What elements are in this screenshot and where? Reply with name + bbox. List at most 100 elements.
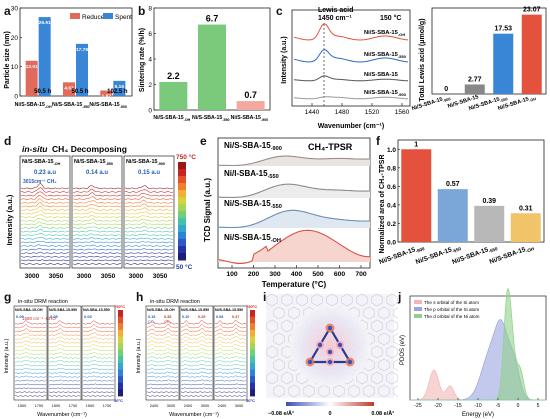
d-spectrum-line [124, 259, 174, 262]
d-spectrum-line [124, 225, 173, 229]
i-atom [347, 359, 353, 365]
e-xtick-label: 700 [355, 271, 367, 278]
e-trace-label: Ni/l-SBA-15-550 [224, 169, 279, 180]
drm-colorbar-segment [118, 336, 123, 344]
d-xtick-label: 3000 [25, 273, 40, 280]
panel-i-image: −0.08 e/Å³ 0 0.08 e/Å³ [266, 293, 398, 417]
j-legend-swatch [414, 314, 422, 318]
drm-spectrum-line [82, 360, 115, 363]
c-category-label-main: Ni/S-SBA-15 [411, 97, 443, 113]
drm-spectrum-line [14, 336, 47, 340]
drm-spectrum-line [214, 351, 246, 355]
i-lattice-ring [356, 293, 368, 307]
a-legend-reduced-swatch [70, 13, 80, 19]
drm-spectrum-line [14, 391, 47, 393]
d-xtick-label: 3050 [49, 273, 64, 280]
d-spectrum-line [124, 248, 174, 251]
d-spectrum-line [72, 252, 122, 254]
a-category-label: Ni/S-SBA-15-900 [89, 102, 127, 109]
drm-value-1: 0.15 [148, 315, 155, 319]
c-bar-ylabel: Total Lewis acid (μmol/g) [419, 18, 426, 101]
d-spectrum-line [20, 237, 70, 240]
e-frame [217, 137, 371, 269]
d-colorbar-segment [178, 218, 186, 226]
drm-spectrum-line [180, 332, 213, 336]
b-category-label: Ni/S-SBA-15-550 [192, 115, 230, 122]
d-spectrum-line [72, 230, 122, 233]
d-spectrum-line [124, 237, 174, 240]
d-spectrum-line [72, 255, 122, 258]
d-spectrum-line [124, 255, 174, 258]
c-ir-trace-label: Ni/S-SBA-15 [364, 72, 399, 78]
panel-j-chart: PDOS (eV) The s orbital of the Si atom Th… [400, 288, 547, 418]
f-bar-0 [401, 149, 432, 242]
drm-spectrum-line [146, 351, 179, 355]
drm-colorbar-segment [250, 382, 255, 390]
i-lattice-ring [363, 306, 375, 320]
d-intensity: 0.14 a.u [86, 170, 108, 176]
drm-spectrum-line [14, 344, 47, 348]
drm-spectrum-line [82, 336, 115, 340]
c-ir-xtick-label: 1480 [335, 109, 350, 116]
drm-spectrum-line [14, 324, 47, 329]
b-category-label: Ni/S-SBA-15-900 [231, 115, 269, 122]
e-trace-line [218, 183, 371, 198]
drm-colorbar-segment [118, 349, 123, 357]
b-category-label-main: Ni/S-SBA-15 [192, 115, 222, 121]
drm-subpanel-frame [145, 305, 180, 401]
c-ir-trace-label-main: Ni/S-SBA-15 [364, 30, 399, 36]
panel-h-chart: in-situ DRM reaction Intensity (a.u.) Ni… [136, 299, 257, 418]
d-spectrum-line [72, 214, 122, 218]
i-scale-right: 0.08 e/Å³ [371, 410, 394, 417]
d-spectrum-line [20, 255, 70, 258]
d-subpanel-title-main: Ni/S-SBA-15 [74, 159, 105, 165]
a-bar-spent-1 [76, 43, 88, 96]
i-lattice-ring [386, 345, 398, 359]
c-ir-xtick-label: 1560 [395, 109, 410, 116]
a-ytick-label: 10 [11, 64, 19, 71]
drm-colorbar-segment [250, 349, 255, 357]
d-subpanel-frame [71, 155, 123, 269]
drm-subpanel-frame [81, 305, 116, 401]
i-lattice-ring [273, 306, 285, 320]
d-spectrum-line [124, 215, 173, 218]
c-ir-trace-label: Ni/S-SBA-15-550 [364, 52, 407, 59]
drm-colorbar-segment [118, 376, 123, 384]
drm-spectrum-line [14, 379, 47, 382]
d-spectrum-line [20, 240, 69, 244]
c-value-label: 2.77 [468, 76, 482, 83]
b-ytick-label: 8 [148, 6, 152, 13]
a-legend-spent: Spent [115, 14, 132, 21]
d-spectrum-line [124, 233, 174, 236]
f-ytick-label: 0.0 [387, 240, 396, 247]
panel-label-b: b [138, 4, 146, 18]
drm-subpanel-title: Ni/l-SBA-15-550 [83, 308, 110, 312]
drm-spectrum-line [48, 351, 81, 355]
d-spectrum-line [124, 196, 174, 200]
drm-spectrum-line [146, 379, 179, 382]
d-spectrum-line [20, 232, 70, 236]
d-spectrum-line [124, 185, 174, 190]
drm-value: 0.05 [50, 314, 59, 319]
d-subpanel-title-sub: -900 [157, 162, 165, 166]
panel-label-f: f [376, 134, 380, 148]
f-ytick-label: 0.6 [387, 184, 396, 191]
c-ir-trace-label-sub: -550 [398, 54, 407, 59]
drm-colorbar-segment [118, 369, 123, 377]
drm-spectrum-line [180, 351, 213, 355]
b-bar-1 [198, 24, 226, 111]
d-spectrum-line [20, 187, 70, 193]
drm-subpanel-title: Ni/S-SBA-15-550 [215, 308, 243, 312]
drm-colorbar-segment [250, 362, 255, 370]
c-category-label: Ni/S-SBA-15-OH [497, 94, 537, 113]
a-category-label: Ni/S-SBA-15-OH [15, 102, 52, 109]
drm-spectrum-line [146, 323, 179, 329]
drm-spectrum-line [181, 383, 213, 386]
i-lattice-ring [281, 319, 293, 333]
j-legend-swatch [414, 307, 422, 311]
drm-spectrum-line [48, 324, 81, 329]
b-category-label-sub: -550 [222, 118, 229, 122]
e-trace-fill [218, 156, 370, 166]
drm-spectrum-line [214, 355, 247, 359]
i-lattice-ring [281, 293, 293, 307]
